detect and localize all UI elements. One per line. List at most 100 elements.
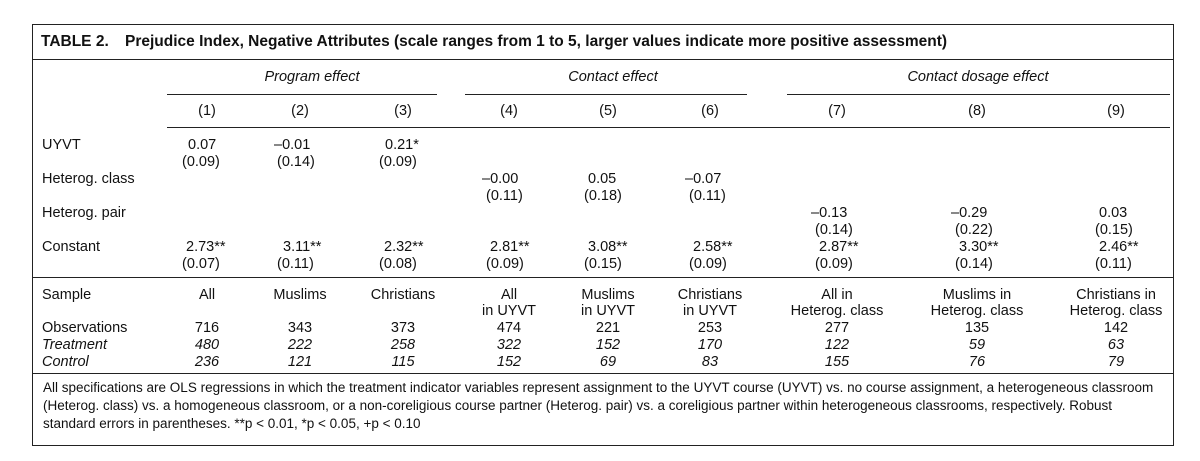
cell-coef: 0.03 (1099, 205, 1128, 221)
column-header: (1) (198, 103, 216, 119)
cell-se: (0.08) (379, 256, 417, 272)
stats-rule (33, 277, 1173, 278)
control-cell: 236 (194, 354, 220, 370)
cell-coef: 2.73** (186, 239, 226, 255)
sample-cell: Muslims in (942, 287, 1012, 303)
row-label-uyvt: UYVT (42, 137, 81, 153)
sample-cell: Muslims (581, 287, 635, 303)
sample-cell-line2: Heterog. class (930, 303, 1024, 319)
treatment-cell: 63 (1107, 337, 1125, 353)
observations-cell: 221 (595, 320, 621, 336)
observations-cell: 142 (1103, 320, 1129, 336)
cell-coef: 2.32** (384, 239, 424, 255)
cell-coef: 3.11** (283, 239, 322, 255)
table-frame: TABLE 2. Prejudice Index, Negative Attri… (32, 24, 1174, 446)
cell-se: (0.11) (486, 188, 523, 204)
column-header: (8) (968, 103, 986, 119)
cell-coef: 3.08** (588, 239, 628, 255)
row-label-control: Control (42, 354, 89, 370)
header-rule (167, 127, 1170, 128)
group-rule-contact (465, 94, 747, 95)
cell-coef: 2.46** (1099, 239, 1139, 255)
control-cell: 76 (968, 354, 986, 370)
column-header: (3) (394, 103, 412, 119)
row-label-treatment: Treatment (42, 337, 108, 353)
cell-se: (0.09) (486, 256, 524, 272)
observations-cell: 373 (390, 320, 416, 336)
sample-cell: Christians (677, 287, 743, 303)
cell-coef: 3.30** (959, 239, 999, 255)
cell-coef: 0.07 (188, 137, 217, 153)
cell-se: (0.14) (277, 154, 315, 170)
sample-cell-line2: in UYVT (581, 303, 635, 319)
sample-cell-line2: Heterog. class (1069, 303, 1163, 319)
cell-coef: –0.13 (811, 205, 848, 221)
table-title: Prejudice Index, Negative Attributes (sc… (125, 33, 948, 50)
control-cell: 121 (287, 354, 313, 370)
sample-cell: All (500, 287, 518, 303)
cell-coef: 0.21* (385, 137, 419, 153)
group-header-contact: Contact effect (568, 69, 658, 85)
table-label: TABLE 2. (41, 33, 109, 50)
column-header: (9) (1107, 103, 1125, 119)
control-cell: 79 (1107, 354, 1125, 370)
observations-cell: 253 (697, 320, 723, 336)
treatment-cell: 322 (496, 337, 522, 353)
cell-se: (0.22) (955, 222, 993, 238)
row-label-pair: Heterog. pair (42, 205, 126, 221)
cell-coef: 2.58** (693, 239, 733, 255)
column-header: (7) (828, 103, 846, 119)
treatment-cell: 122 (824, 337, 850, 353)
cell-coef: 2.87** (819, 239, 859, 255)
sample-cell-line2: in UYVT (683, 303, 737, 319)
cell-coef: 2.81** (490, 239, 530, 255)
treatment-cell: 258 (390, 337, 416, 353)
sample-cell: All in (821, 287, 853, 303)
group-header-dosage: Contact dosage effect (907, 69, 1049, 85)
control-cell: 152 (496, 354, 522, 370)
cell-coef: –0.00 (482, 171, 519, 187)
column-header: (5) (599, 103, 617, 119)
treatment-cell: 170 (697, 337, 723, 353)
column-header: (6) (701, 103, 719, 119)
control-cell: 115 (391, 354, 415, 370)
cell-se: (0.09) (689, 256, 727, 272)
cell-se: (0.15) (584, 256, 622, 272)
cell-se: (0.11) (689, 188, 726, 204)
cell-se: (0.18) (584, 188, 622, 204)
sample-cell-line2: in UYVT (482, 303, 536, 319)
cell-se: (0.11) (1095, 256, 1132, 272)
control-cell: 83 (701, 354, 719, 370)
treatment-cell: 152 (595, 337, 621, 353)
sample-cell: Muslims (273, 287, 327, 303)
cell-se: (0.11) (277, 256, 314, 272)
sample-cell: Christians (370, 287, 436, 303)
cell-se: (0.14) (815, 222, 853, 238)
control-cell: 69 (599, 354, 617, 370)
sample-cell: Christians in (1076, 287, 1156, 303)
column-header: (4) (500, 103, 518, 119)
cell-se: (0.09) (182, 154, 220, 170)
cell-se: (0.07) (182, 256, 220, 272)
sample-cell-line2: Heterog. class (790, 303, 884, 319)
row-label-observations: Observations (42, 320, 128, 336)
note-rule (33, 373, 1173, 374)
group-rule-program (167, 94, 437, 95)
cell-coef: –0.29 (951, 205, 988, 221)
row-label-sample: Sample (42, 287, 92, 303)
cell-se: (0.15) (1095, 222, 1133, 238)
cell-se: (0.14) (955, 256, 993, 272)
cell-coef: –0.01 (274, 137, 311, 153)
cell-coef: 0.05 (588, 171, 617, 187)
column-header: (2) (291, 103, 309, 119)
sample-cell: All (198, 287, 216, 303)
cell-se: (0.09) (815, 256, 853, 272)
treatment-cell: 480 (194, 337, 220, 353)
row-label-constant: Constant (42, 239, 101, 255)
treatment-cell: 59 (968, 337, 986, 353)
cell-se: (0.09) (379, 154, 417, 170)
observations-cell: 343 (287, 320, 313, 336)
observations-cell: 716 (194, 320, 220, 336)
treatment-cell: 222 (287, 337, 313, 353)
